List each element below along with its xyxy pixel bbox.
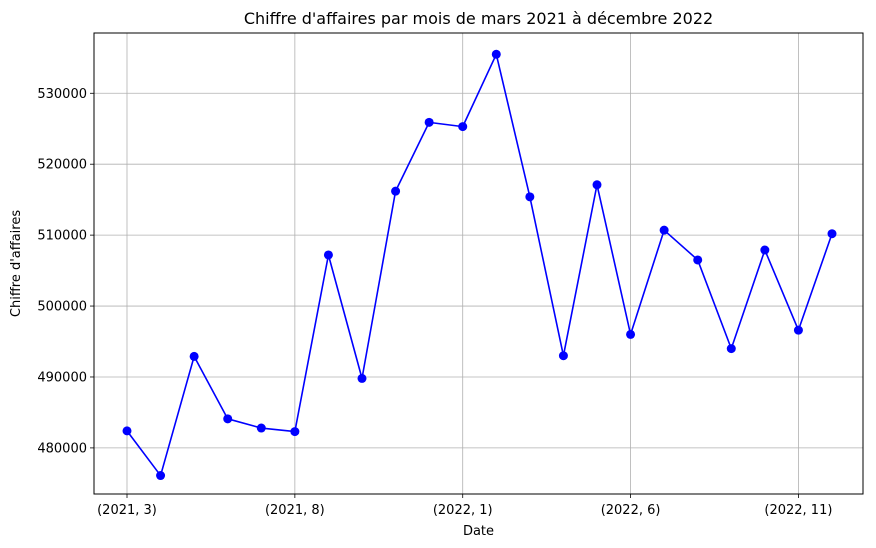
data-point — [256, 423, 266, 433]
data-point — [491, 49, 501, 59]
y-axis: 480000 490000 500000 510000 520000 530000 — [37, 87, 94, 456]
grid — [94, 33, 863, 494]
data-point — [424, 117, 434, 127]
x-axis: (2021, 3) (2021, 8) (2022, 1) (2022, 6) (202… — [97, 494, 832, 518]
data-point — [693, 255, 703, 265]
y-axis-label: Chiffre d'affaires — [9, 210, 24, 317]
series-line — [126, 53, 833, 477]
data-point — [793, 325, 803, 335]
y-tick-label: 480000 — [37, 441, 87, 456]
data-point — [558, 351, 568, 361]
y-tick-label: 490000 — [37, 370, 87, 385]
data-point — [525, 192, 535, 202]
x-tick-label: (2021, 8) — [265, 503, 325, 518]
data-point — [391, 186, 401, 196]
data-point — [223, 414, 233, 424]
x-axis-label: Date — [463, 524, 494, 539]
data-point — [357, 373, 367, 383]
data-point — [592, 180, 602, 190]
data-point — [156, 471, 166, 481]
data-point — [189, 351, 199, 361]
series-layer — [122, 49, 837, 481]
plot-area-frame — [93, 32, 864, 495]
data-point — [290, 427, 300, 437]
data-point — [827, 229, 837, 239]
x-tick-label: (2022, 11) — [764, 503, 832, 518]
data-point — [122, 426, 132, 436]
y-tick-label: 500000 — [37, 300, 87, 315]
x-tick-label: (2022, 1) — [433, 503, 493, 518]
x-tick-label: (2021, 3) — [97, 503, 157, 518]
data-point — [659, 225, 669, 235]
data-point — [760, 245, 770, 255]
chart-title: Chiffre d'affaires par mois de mars 2021… — [244, 9, 713, 28]
y-tick-label: 530000 — [37, 87, 87, 102]
x-tick-label: (2022, 6) — [601, 503, 661, 518]
data-point — [323, 250, 333, 260]
y-tick-label: 520000 — [37, 158, 87, 173]
y-tick-label: 510000 — [37, 229, 87, 244]
data-point — [726, 344, 736, 354]
data-point — [458, 122, 468, 132]
data-point — [626, 329, 636, 339]
